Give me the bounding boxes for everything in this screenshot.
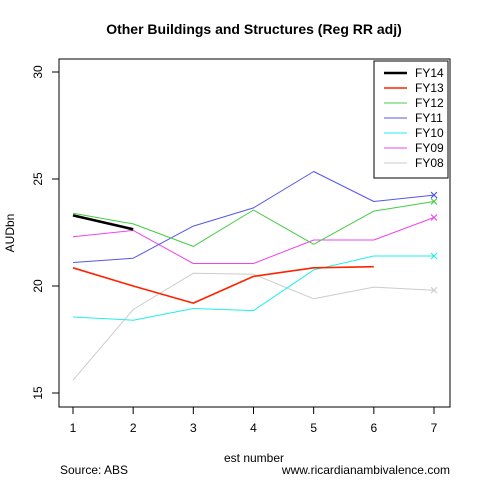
series-line-fy11 [72,171,435,263]
x-tick-label: 4 [250,421,257,435]
series-line-fy10 [72,255,434,321]
series-end-marker-fy12 [430,198,438,205]
series-layer [72,171,438,381]
y-tick-label: 30 [31,65,45,79]
x-tick-label: 7 [431,421,438,435]
source-caption: Source: ABS [60,463,128,477]
y-axis: 15 20 25 30 [31,65,60,400]
series-line-fy09 [72,217,435,264]
x-tick-label: 5 [310,421,317,435]
legend-label-fy08: FY08 [415,156,444,170]
x-axis-label: est number [224,451,284,465]
series-line-fy12 [72,201,435,247]
x-tick-label: 3 [190,421,197,435]
legend-label-fy13: FY13 [415,81,444,95]
legend-label-fy14: FY14 [415,66,444,80]
x-tick-label: 2 [130,421,137,435]
x-axis: 1 2 3 4 5 6 7 [70,406,438,435]
y-axis-label: AUDbn [3,214,17,253]
series-line-fy08 [72,272,435,381]
legend-box [373,60,449,179]
legend-label-fy11: FY11 [415,111,443,125]
series-end-marker-fy10 [430,252,438,260]
chart-title: Other Buildings and Structures (Reg RR a… [106,21,402,37]
y-tick-label: 15 [31,386,45,400]
x-tick-label: 6 [370,421,377,435]
series-line-fy14 [72,214,134,231]
legend-label-fy10: FY10 [415,126,444,140]
series-end-marker-fy09 [430,214,438,221]
legend-label-fy12: FY12 [415,96,444,110]
legend-label-fy09: FY09 [415,141,444,155]
y-tick-label: 20 [31,279,45,293]
series-end-marker-fy11 [430,191,438,199]
series-end-marker-fy08 [430,286,438,294]
x-tick-label: 1 [70,421,77,435]
series-line-fy13 [72,265,374,304]
y-tick-label: 25 [31,172,45,186]
website-caption: www.ricardianambivalence.com [281,463,450,477]
